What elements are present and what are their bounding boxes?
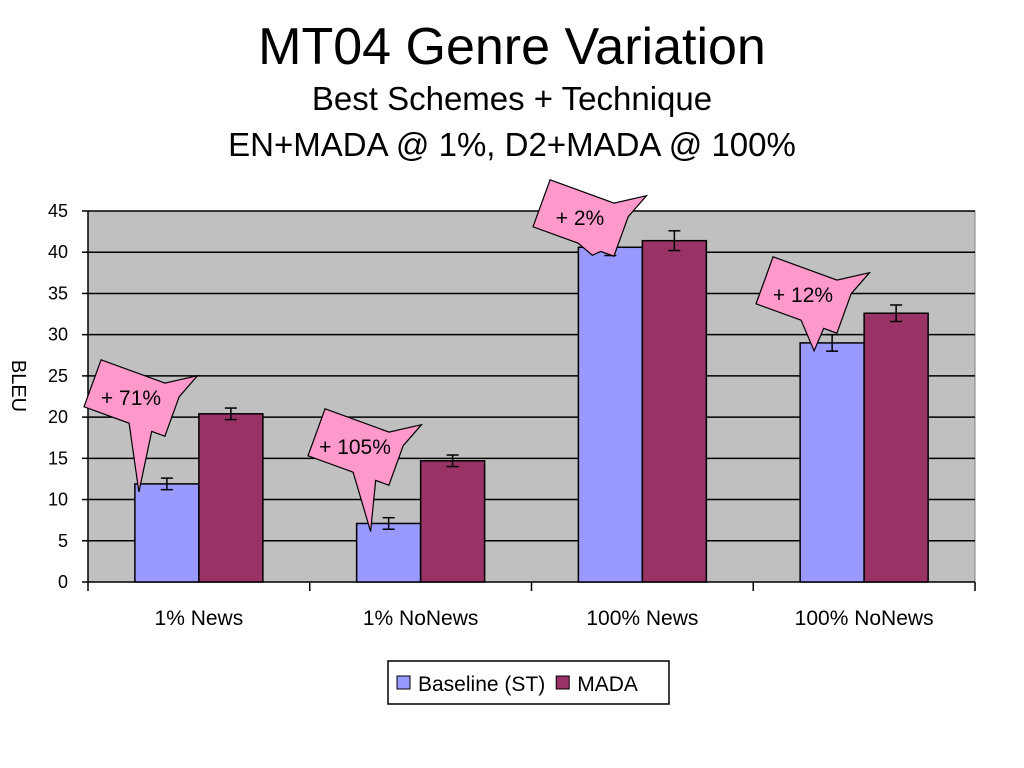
- y-tick-label: 40: [48, 242, 68, 262]
- y-tick-label: 45: [48, 201, 68, 221]
- callout-shape: [83, 359, 200, 493]
- callout: + 12%: [755, 256, 872, 353]
- y-axis-title: BLEU: [7, 360, 29, 412]
- legend-swatch: [555, 675, 570, 690]
- bar-mada: [641, 239, 708, 583]
- bar-mada: [863, 312, 929, 583]
- legend-label: Baseline (ST): [418, 673, 545, 696]
- bar-baseline: [355, 522, 422, 583]
- callout-shape: [307, 408, 424, 532]
- bar-mada: [419, 460, 486, 583]
- legend-box: [387, 660, 670, 705]
- y-tick-label: 20: [48, 407, 68, 427]
- callout-shape: [532, 179, 649, 257]
- y-tick-label: 10: [48, 490, 68, 510]
- callout-shape: [755, 256, 872, 353]
- x-tick-label: 100% NoNews: [795, 607, 934, 630]
- y-tick-label: 30: [48, 325, 68, 345]
- x-tick-label: 1% News: [155, 607, 244, 630]
- y-tick-label: 35: [48, 283, 68, 303]
- callout-label: + 2%: [556, 207, 604, 230]
- callout: + 71%: [83, 359, 200, 493]
- callout-label: + 105%: [319, 436, 391, 459]
- legend-swatch: [396, 675, 411, 690]
- callout: + 2%: [532, 179, 649, 257]
- x-tick-label: 100% News: [586, 607, 698, 630]
- callout: + 105%: [307, 408, 424, 532]
- bar-baseline: [134, 483, 200, 583]
- y-tick-label: 5: [58, 531, 68, 551]
- y-tick-label: 25: [48, 366, 68, 386]
- chart-subtitle-line-2: EN+MADA @ 1%, D2+MADA @ 100%: [228, 126, 796, 163]
- title-block: MT04 Genre Variation Best Schemes + Tech…: [0, 18, 1024, 168]
- bar-mada: [198, 413, 264, 583]
- callout-label: + 12%: [773, 284, 833, 307]
- chart-subtitle-line-1: Best Schemes + Technique: [311, 80, 713, 117]
- legend-label: MADA: [577, 673, 638, 696]
- y-tick-label: 0: [58, 572, 68, 592]
- callout-label: + 71%: [101, 387, 161, 410]
- x-tick-label: 1% NoNews: [363, 607, 479, 630]
- bar-baseline: [799, 342, 865, 583]
- y-tick-label: 15: [48, 448, 68, 468]
- chart-title: MT04 Genre Variation: [258, 18, 766, 76]
- bar-baseline: [577, 246, 644, 583]
